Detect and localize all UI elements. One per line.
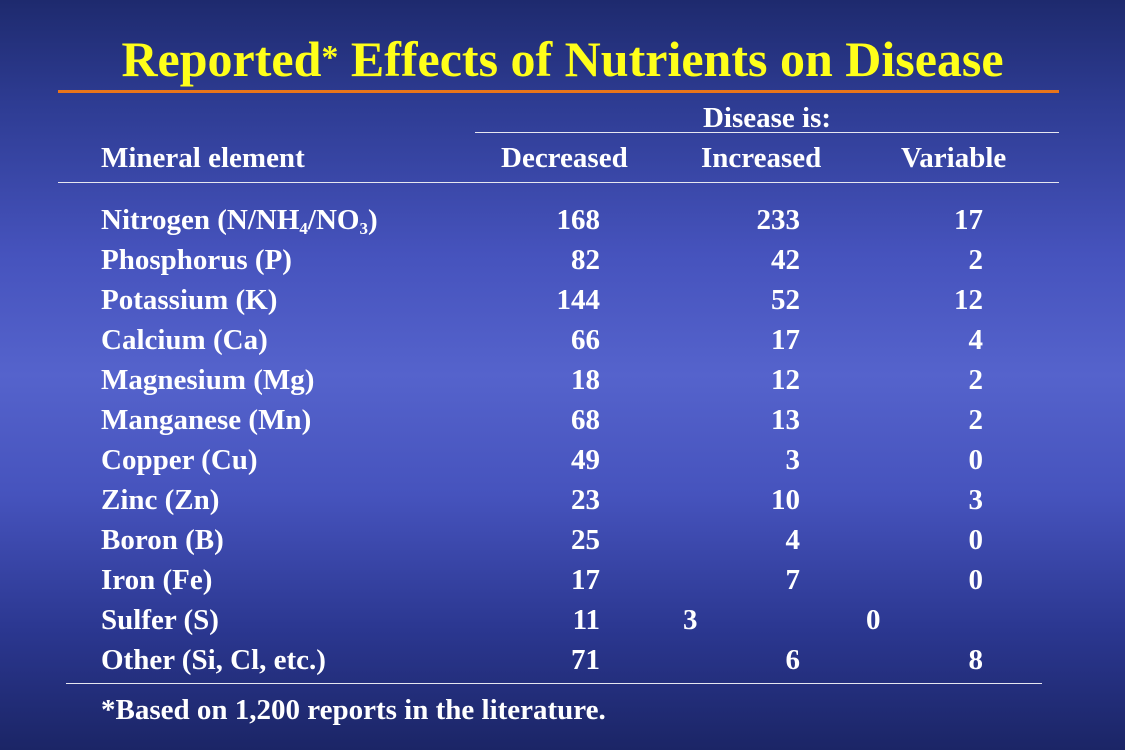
variable-count: 0 bbox=[968, 444, 984, 476]
increased-count: 7 bbox=[785, 564, 801, 596]
table-row: Potassium (K) 144 52 12 bbox=[0, 280, 1125, 320]
decreased-count: 66 bbox=[571, 324, 600, 356]
element-name: Manganese (Mn) bbox=[101, 404, 312, 436]
decreased-count: 68 bbox=[571, 404, 600, 436]
increased-count: 233 bbox=[756, 204, 801, 236]
variable-count: 2 bbox=[968, 244, 984, 276]
increased-count: 42 bbox=[771, 244, 800, 276]
disease-group-header: Disease is: bbox=[702, 102, 832, 134]
table-row: Manganese (Mn) 68 13 2 bbox=[0, 400, 1125, 440]
variable-count: 0 bbox=[866, 604, 881, 636]
element-name: Sulfer (S) bbox=[101, 604, 219, 636]
increased-count: 12 bbox=[771, 364, 800, 396]
decreased-count: 17 bbox=[571, 564, 600, 596]
table-row: Copper (Cu) 49 3 0 bbox=[0, 440, 1125, 480]
decreased-count: 23 bbox=[571, 484, 600, 516]
table-row: Phosphorus (P) 82 42 2 bbox=[0, 240, 1125, 280]
decreased-count: 168 bbox=[556, 204, 601, 236]
table-row: Calcium (Ca) 66 17 4 bbox=[0, 320, 1125, 360]
decreased-count: 49 bbox=[571, 444, 600, 476]
column-header-variable: Variable bbox=[901, 142, 1007, 174]
element-name: Zinc (Zn) bbox=[101, 484, 220, 516]
group-header-rule bbox=[475, 132, 1059, 133]
table-row: Other (Si, Cl, etc.) 71 6 8 bbox=[0, 640, 1125, 680]
increased-count: 4 bbox=[785, 524, 801, 556]
slide-title: Reported* Effects of Nutrients on Diseas… bbox=[0, 28, 1125, 89]
decreased-count: 18 bbox=[571, 364, 600, 396]
increased-count: 10 bbox=[771, 484, 800, 516]
variable-count: 0 bbox=[968, 564, 984, 596]
element-name: Copper (Cu) bbox=[101, 444, 258, 476]
slide-title-main: Reported bbox=[121, 31, 322, 87]
variable-count: 4 bbox=[968, 324, 984, 356]
element-name: Other (Si, Cl, etc.) bbox=[101, 644, 326, 676]
increased-count: 13 bbox=[771, 404, 800, 436]
slide-title-asterisk: * bbox=[321, 39, 339, 76]
variable-count: 2 bbox=[968, 404, 984, 436]
header-rule bbox=[58, 182, 1059, 183]
element-name: Nitrogen (N/NH4/NO3) bbox=[101, 204, 378, 238]
variable-count: 2 bbox=[968, 364, 984, 396]
table-row: Magnesium (Mg) 18 12 2 bbox=[0, 360, 1125, 400]
table-row: Sulfer (S) 11 3 0 bbox=[0, 600, 1125, 640]
decreased-count: 82 bbox=[571, 244, 600, 276]
element-name: Phosphorus (P) bbox=[101, 244, 292, 276]
column-header-decreased: Decreased bbox=[501, 142, 628, 174]
decreased-count: 11 bbox=[572, 604, 600, 636]
variable-count: 12 bbox=[954, 284, 983, 316]
table-row: Boron (B) 25 4 0 bbox=[0, 520, 1125, 560]
increased-count: 3 bbox=[683, 604, 698, 636]
footnote: *Based on 1,200 reports in the literatur… bbox=[101, 694, 606, 726]
variable-count: 3 bbox=[968, 484, 984, 516]
table-row: Zinc (Zn) 23 10 3 bbox=[0, 480, 1125, 520]
column-header-increased: Increased bbox=[701, 142, 822, 174]
element-name: Magnesium (Mg) bbox=[101, 364, 315, 396]
decreased-count: 144 bbox=[556, 284, 601, 316]
table-bottom-rule bbox=[66, 683, 1042, 684]
element-name: Boron (B) bbox=[101, 524, 224, 556]
column-header-element: Mineral element bbox=[101, 142, 305, 174]
table-row: Iron (Fe) 17 7 0 bbox=[0, 560, 1125, 600]
variable-count: 8 bbox=[968, 644, 984, 676]
decreased-count: 25 bbox=[571, 524, 600, 556]
increased-count: 6 bbox=[785, 644, 801, 676]
increased-count: 17 bbox=[771, 324, 800, 356]
table-row: Nitrogen (N/NH4/NO3) 168 233 17 bbox=[0, 200, 1125, 240]
element-name: Calcium (Ca) bbox=[101, 324, 268, 356]
decreased-count: 71 bbox=[571, 644, 600, 676]
element-name: Iron (Fe) bbox=[101, 564, 213, 596]
increased-count: 52 bbox=[771, 284, 800, 316]
slide-title-rest: Effects of Nutrients on Disease bbox=[338, 31, 1004, 87]
title-underline bbox=[58, 90, 1059, 93]
variable-count: 0 bbox=[968, 524, 984, 556]
increased-count: 3 bbox=[785, 444, 801, 476]
variable-count: 17 bbox=[954, 204, 983, 236]
element-name: Potassium (K) bbox=[101, 284, 278, 316]
